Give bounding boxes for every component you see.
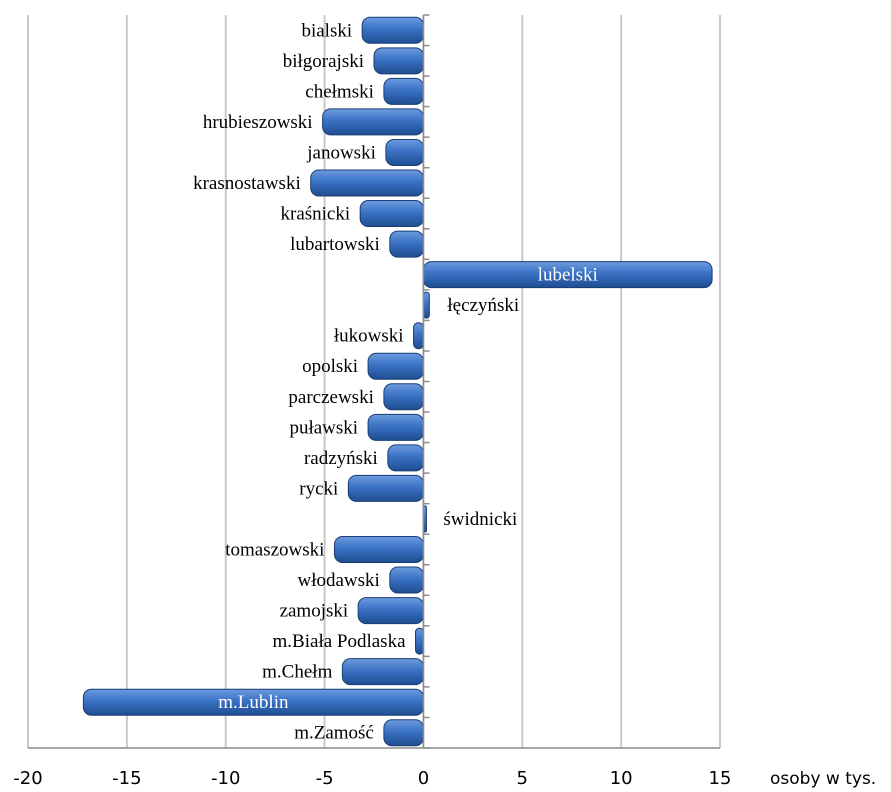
category-label: zamojski <box>280 601 349 622</box>
category-label: łęczyński <box>447 295 519 316</box>
bars <box>82 16 713 747</box>
x-tick-label: -20 <box>13 768 42 789</box>
category-label: krasnostawski <box>193 173 301 194</box>
bar <box>341 658 424 686</box>
category-label: chełmski <box>305 81 374 102</box>
category-label: m.Lublin <box>218 692 289 713</box>
bar <box>361 16 424 44</box>
category-label: świdnicki <box>443 509 517 530</box>
bar <box>322 108 424 136</box>
category-label: m.Biała Podlaska <box>273 631 407 652</box>
category-label: bialski <box>301 20 352 41</box>
bar <box>367 413 424 441</box>
x-tick-label: 0 <box>418 768 429 789</box>
x-tick-label: 15 <box>709 768 732 789</box>
bar <box>383 383 424 411</box>
category-label: parczewski <box>288 387 373 408</box>
category-label: biłgorajski <box>283 51 364 72</box>
category-label: kraśnicki <box>281 204 351 225</box>
bar <box>373 47 424 75</box>
bar <box>383 719 424 747</box>
category-label: janowski <box>306 142 376 163</box>
bar <box>333 535 424 563</box>
category-label: włodawski <box>297 570 379 591</box>
bar <box>359 200 424 228</box>
unit-label: osoby w tys. <box>770 769 876 789</box>
x-tick-labels: -20 -15 -10 -5 0 5 10 15 <box>13 768 731 789</box>
bar <box>385 138 424 166</box>
category-label: tomaszowski <box>225 539 324 560</box>
bar <box>415 627 424 655</box>
category-label: hrubieszowski <box>203 112 313 133</box>
bar <box>357 597 424 625</box>
category-label: lubelski <box>538 265 598 286</box>
bar <box>347 474 424 502</box>
category-label: opolski <box>302 356 358 377</box>
category-label: rycki <box>299 478 338 499</box>
x-tick-label: 10 <box>610 768 633 789</box>
category-label: łukowski <box>334 326 404 347</box>
axes <box>28 14 720 749</box>
bar <box>310 169 424 197</box>
category-labels: bialski biłgorajski chełmski hrubieszowski j… <box>193 20 598 743</box>
bar <box>389 566 424 594</box>
bar <box>422 291 430 319</box>
bar <box>413 322 424 350</box>
x-tick-label: 5 <box>517 768 528 789</box>
bar <box>367 352 424 380</box>
category-label: m.Chełm <box>262 662 332 683</box>
category-label: lubartowski <box>290 234 380 255</box>
category-label: m.Zamość <box>294 723 374 744</box>
bar <box>383 77 424 105</box>
x-tick-label: -10 <box>211 768 240 789</box>
x-tick-label: -15 <box>112 768 141 789</box>
bar <box>389 230 424 258</box>
category-label: radzyński <box>304 448 378 469</box>
x-tick-label: -5 <box>316 768 334 789</box>
category-label: puławski <box>289 417 358 438</box>
bar <box>387 444 424 472</box>
